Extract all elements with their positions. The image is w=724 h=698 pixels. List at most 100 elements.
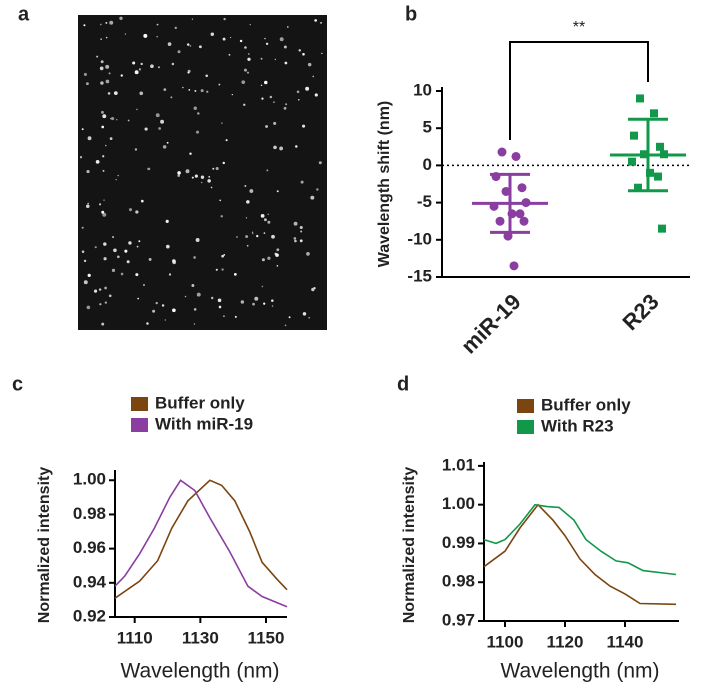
particle	[171, 62, 175, 66]
y-tick-label: -10	[407, 229, 432, 248]
particle	[276, 248, 280, 252]
particle	[156, 35, 158, 38]
particle	[218, 305, 222, 309]
particle	[104, 301, 108, 304]
particle	[233, 272, 237, 276]
particle	[217, 298, 222, 303]
particle	[271, 299, 274, 302]
particle	[260, 57, 263, 60]
particle	[119, 16, 123, 20]
particle	[225, 139, 228, 142]
y-tick-label: 1.00	[442, 494, 475, 513]
particle	[109, 20, 114, 25]
particle	[273, 121, 277, 125]
particle	[99, 303, 102, 306]
particle	[101, 210, 105, 214]
particle	[116, 255, 120, 259]
particle	[310, 195, 315, 200]
significance-bracket	[509, 41, 649, 140]
particle	[113, 91, 118, 95]
particle	[136, 245, 139, 248]
particle	[100, 81, 104, 85]
particle	[279, 146, 284, 151]
particle	[198, 45, 202, 49]
particle	[293, 221, 298, 226]
particle	[138, 240, 141, 243]
particle	[312, 75, 315, 78]
particle	[265, 125, 268, 128]
particle	[87, 202, 90, 205]
particle	[189, 152, 192, 155]
particle	[246, 244, 249, 247]
particle	[157, 66, 160, 69]
particle	[295, 145, 298, 148]
particle	[98, 288, 102, 291]
particle	[177, 171, 181, 175]
legend-label: Buffer only	[155, 393, 245, 412]
particle	[293, 237, 297, 240]
legend-swatch	[517, 399, 534, 413]
data-point	[636, 94, 644, 103]
particle	[108, 72, 111, 75]
particle	[172, 308, 176, 313]
particle	[101, 322, 105, 326]
particle	[296, 90, 300, 94]
particle	[124, 33, 127, 35]
y-tick-label: 0.94	[73, 572, 107, 591]
particle	[298, 49, 301, 52]
particle	[302, 124, 306, 128]
particle	[95, 159, 100, 164]
particle	[158, 127, 162, 130]
particle	[165, 219, 169, 223]
particle	[164, 319, 166, 321]
particle	[188, 89, 191, 91]
particle	[160, 119, 165, 124]
particle	[111, 268, 116, 272]
particle	[93, 289, 98, 293]
particle	[195, 238, 200, 242]
data-point	[517, 183, 527, 193]
particle	[276, 265, 279, 267]
particle	[166, 141, 169, 144]
particle	[300, 230, 303, 233]
particle	[314, 93, 318, 97]
particle	[98, 203, 102, 206]
x-tick-label: 1120	[547, 632, 584, 651]
particle	[168, 273, 172, 276]
data-point	[658, 224, 666, 233]
particle	[218, 83, 221, 86]
particle	[161, 304, 165, 307]
y-axis-label: Normalized intensity	[401, 467, 418, 624]
particle	[140, 62, 143, 66]
particle	[234, 315, 237, 318]
particle	[196, 292, 201, 297]
particle	[263, 218, 267, 222]
particle	[287, 26, 289, 28]
particle	[246, 200, 250, 204]
particle	[241, 80, 246, 85]
particle	[222, 37, 226, 41]
particle	[210, 32, 215, 36]
particle	[267, 220, 271, 224]
particle	[240, 300, 245, 304]
particle	[248, 53, 250, 55]
particle	[126, 260, 130, 264]
particle	[163, 88, 167, 91]
particle	[308, 316, 311, 319]
particle	[102, 169, 105, 172]
panel-label: c	[12, 373, 23, 395]
particle	[162, 145, 167, 149]
particle	[244, 185, 247, 187]
particle	[306, 251, 310, 256]
particle	[146, 322, 149, 325]
data-point	[654, 172, 662, 181]
particle	[200, 175, 205, 179]
particle	[210, 186, 213, 189]
particle	[244, 46, 247, 49]
particle	[294, 239, 297, 243]
data-point	[519, 216, 529, 226]
particle	[189, 45, 192, 47]
particle	[284, 324, 287, 327]
particle	[321, 52, 323, 55]
